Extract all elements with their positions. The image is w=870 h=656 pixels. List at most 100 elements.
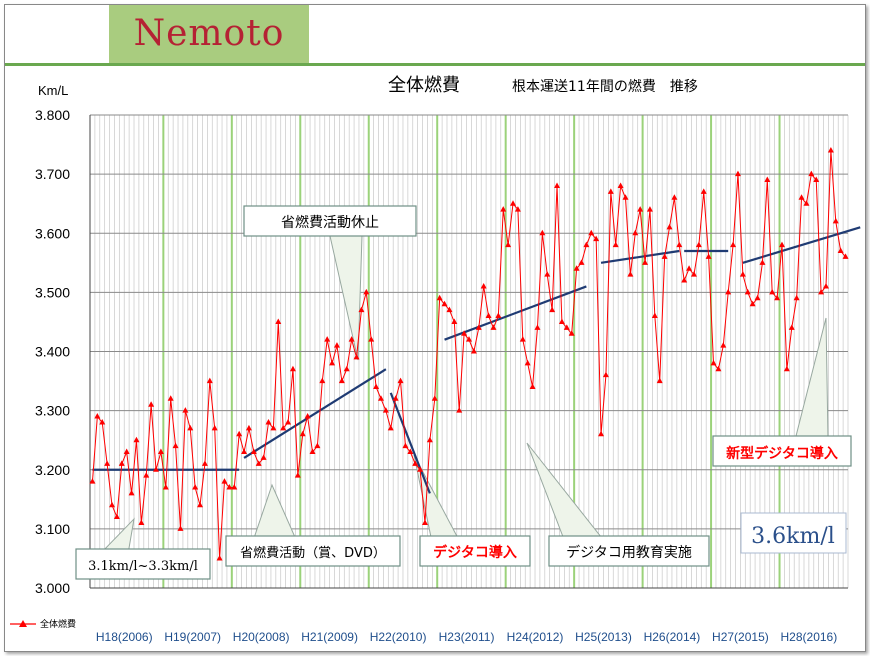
data-point xyxy=(270,424,277,431)
data-point xyxy=(671,194,678,200)
y-tick-labels: 3.000 3.100 3.200 3.300 3.400 3.500 3.600 3.700… xyxy=(35,107,70,596)
data-point xyxy=(329,359,336,366)
data-point xyxy=(162,483,169,490)
x-year-label: H28(2016) xyxy=(781,630,838,644)
callout-box-activity xyxy=(225,535,401,567)
x-axis-band xyxy=(90,593,848,615)
data-point xyxy=(500,206,507,212)
data-point xyxy=(534,324,541,330)
data-point xyxy=(485,312,492,319)
legend: 全体燃費 xyxy=(10,618,76,630)
data-point xyxy=(769,288,776,295)
legend-label: 全体燃費 xyxy=(40,618,76,630)
data-point xyxy=(148,401,155,407)
y-tick-label: 3.300 xyxy=(35,403,70,419)
data-point xyxy=(510,200,517,206)
data-point xyxy=(725,288,732,295)
data-point xyxy=(573,265,580,271)
x-year-label: H27(2015) xyxy=(712,630,769,644)
data-point xyxy=(348,336,355,342)
x-year-label: H26(2014) xyxy=(644,630,701,644)
data-point xyxy=(793,294,800,301)
horizontal-gridlines xyxy=(90,114,848,589)
data-point xyxy=(720,342,727,348)
data-point xyxy=(368,336,375,342)
data-point xyxy=(431,395,438,401)
data-point xyxy=(642,259,649,265)
data-point xyxy=(446,306,453,313)
data-point xyxy=(593,235,600,242)
trendline xyxy=(444,285,587,341)
data-point xyxy=(759,259,766,265)
data-point xyxy=(661,253,668,259)
data-point xyxy=(475,324,482,330)
data-point xyxy=(818,288,825,295)
chart-subtitle: 根本運送11年間の燃費 推移 xyxy=(512,78,698,95)
data-point xyxy=(607,188,614,194)
data-point xyxy=(554,182,561,188)
data-point xyxy=(153,466,160,472)
data-point xyxy=(656,377,663,384)
data-point xyxy=(700,188,707,194)
data-point xyxy=(309,448,316,455)
data-point xyxy=(622,194,629,200)
logo: Nemoto xyxy=(109,5,309,63)
data-point xyxy=(255,460,262,466)
data-point xyxy=(221,478,228,484)
data-point xyxy=(705,253,712,259)
data-point xyxy=(421,519,428,525)
x-year-label: H21(2009) xyxy=(301,630,358,644)
data-point xyxy=(505,241,512,248)
data-point xyxy=(451,318,458,324)
data-point xyxy=(294,472,301,478)
data-point xyxy=(275,318,282,324)
data-point xyxy=(324,336,331,342)
data-point xyxy=(187,424,194,431)
data-point xyxy=(343,365,350,372)
data-point xyxy=(583,241,590,248)
callout-new-digitaco-text: 新型デジタコ導入 xyxy=(726,445,838,462)
y-tick-label: 3.100 xyxy=(35,521,70,537)
legend-marker xyxy=(19,620,27,627)
data-point xyxy=(563,324,570,330)
data-point xyxy=(426,436,433,443)
data-point xyxy=(480,282,487,289)
y-tick-label: 3.600 xyxy=(35,225,70,241)
data-point xyxy=(749,300,756,307)
data-point xyxy=(681,277,688,283)
data-point xyxy=(104,460,111,466)
data-point xyxy=(94,413,101,419)
data-point xyxy=(304,413,311,419)
data-point xyxy=(299,430,306,437)
data-point xyxy=(744,288,751,295)
data-point xyxy=(412,460,419,466)
chart-title: 全体燃費 xyxy=(388,75,460,96)
data-point xyxy=(808,170,815,177)
data-point xyxy=(832,217,839,224)
data-point xyxy=(544,271,551,277)
x-year-label: H18(2006) xyxy=(96,630,153,644)
series-markers xyxy=(89,146,849,561)
y-tick-label: 3.500 xyxy=(35,284,70,300)
data-point xyxy=(314,442,321,449)
callout-box-range xyxy=(75,548,211,580)
data-point xyxy=(201,460,208,466)
data-point xyxy=(558,318,565,324)
logo-text: Nemoto xyxy=(133,13,285,54)
callouts: 省燃費活動休止 省燃費活動（賞、DVD） 3.1km/l~3.3km/l デジタ… xyxy=(75,205,852,580)
data-point xyxy=(764,176,771,183)
data-point xyxy=(539,229,546,236)
y-tick-label: 3.000 xyxy=(35,580,70,596)
data-point xyxy=(666,223,673,230)
data-point xyxy=(260,454,267,460)
data-point xyxy=(407,448,414,455)
data-point xyxy=(822,282,829,289)
data-point xyxy=(632,229,639,236)
data-point xyxy=(192,483,199,490)
data-point xyxy=(715,365,722,372)
data-point xyxy=(89,478,96,484)
data-point xyxy=(197,501,204,508)
data-point xyxy=(387,424,394,431)
data-point xyxy=(436,294,443,301)
y-tick-label: 3.700 xyxy=(35,166,70,182)
